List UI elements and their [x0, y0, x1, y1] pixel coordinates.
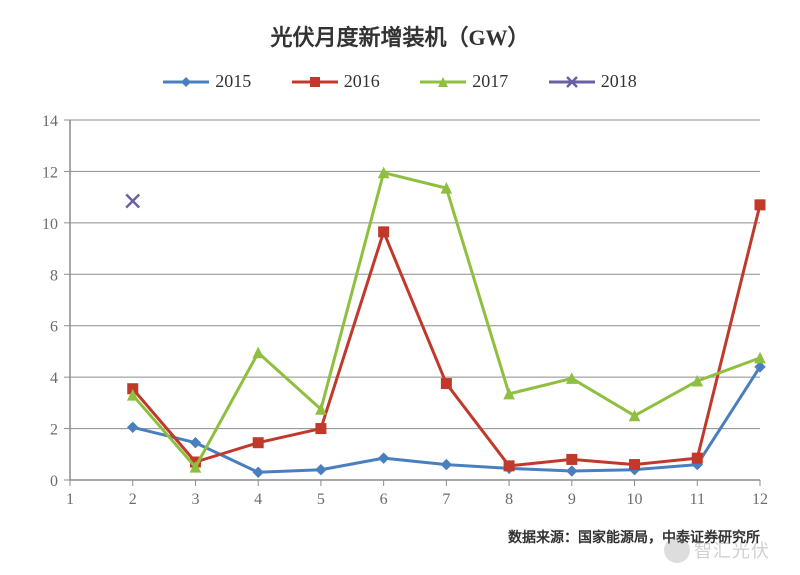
svg-text:5: 5 [317, 491, 325, 508]
svg-text:6: 6 [380, 491, 388, 508]
svg-text:4: 4 [50, 370, 58, 387]
svg-text:9: 9 [568, 491, 576, 508]
svg-text:4: 4 [254, 491, 262, 508]
svg-text:3: 3 [191, 491, 199, 508]
svg-text:6: 6 [50, 319, 58, 336]
svg-text:10: 10 [42, 216, 58, 233]
svg-text:0: 0 [50, 473, 58, 490]
watermark: 智汇光伏 [664, 537, 770, 563]
watermark-text: 智汇光伏 [694, 537, 770, 563]
svg-text:8: 8 [50, 267, 58, 284]
svg-text:8: 8 [505, 491, 513, 508]
svg-text:10: 10 [627, 491, 643, 508]
svg-text:11: 11 [690, 491, 705, 508]
svg-text:2: 2 [129, 491, 137, 508]
svg-text:12: 12 [42, 164, 58, 181]
svg-text:1: 1 [66, 491, 74, 508]
watermark-icon [664, 537, 690, 563]
chart-plot: 02468101214123456789101112 [0, 0, 800, 575]
svg-text:14: 14 [42, 113, 58, 130]
svg-text:7: 7 [442, 491, 450, 508]
svg-text:2: 2 [50, 422, 58, 439]
svg-text:12: 12 [752, 491, 768, 508]
chart-container: 光伏月度新增装机（GW） 2015 2016 2017 2018 0246810… [0, 0, 800, 575]
